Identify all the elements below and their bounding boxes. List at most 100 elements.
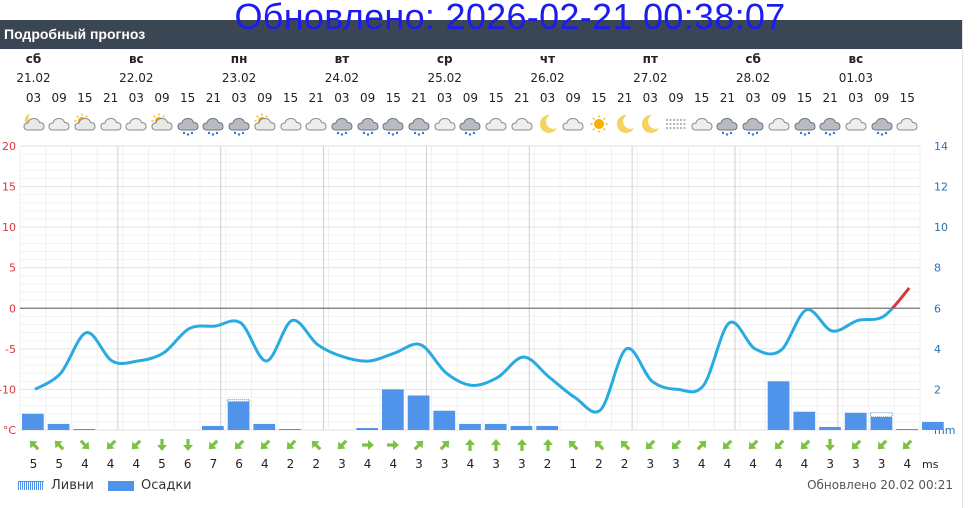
snow-icon: [176, 112, 200, 136]
temp-axis-tick: 20: [2, 140, 16, 153]
wind-speed: 2: [312, 457, 321, 471]
precip-bar: [433, 410, 456, 430]
wind-arrow-icon: [438, 437, 452, 451]
wind-speed: 4: [81, 457, 89, 471]
wind-arrow-icon: [566, 437, 580, 451]
hour-label: 09: [771, 91, 787, 105]
wind-speed: 6: [183, 457, 192, 471]
precip-bar: [73, 428, 96, 430]
wind-speed: 4: [363, 457, 372, 471]
wind-arrow-icon: [823, 437, 837, 451]
snow-icon: [227, 112, 251, 136]
cloudy-icon: [47, 112, 71, 136]
precip-bar: [484, 423, 507, 430]
hour-label: 15: [180, 91, 196, 105]
wind-speed: 3: [338, 457, 346, 471]
wind-arrow-icon: [309, 437, 323, 451]
hour-label: 15: [591, 91, 607, 105]
hour-label: 21: [102, 91, 119, 105]
hour-label: 09: [359, 91, 376, 105]
snow-icon: [715, 112, 739, 136]
snow-icon: [407, 112, 431, 136]
hour-label: 21: [411, 91, 427, 105]
sun-icon: [587, 112, 611, 136]
precip-bar: [844, 412, 867, 430]
temp-axis-tick: 0: [9, 302, 16, 315]
day-name: вт: [334, 52, 350, 66]
wind-arrow-icon: [232, 437, 246, 451]
snow-icon: [201, 112, 225, 136]
precip-swatch: [108, 480, 134, 491]
legend-showers: Ливни: [18, 478, 94, 493]
hour-label: 15: [385, 91, 401, 105]
wind-speed: 7: [209, 457, 218, 471]
wind-unit: ms: [922, 458, 939, 471]
wind-speed: 5: [55, 457, 64, 471]
day-date: 22.02: [119, 71, 154, 85]
wind-arrow-icon: [849, 437, 863, 451]
wind-speed: 4: [697, 457, 706, 471]
snow-icon: [793, 112, 817, 136]
snow-icon: [458, 112, 482, 136]
wind-arrow-icon: [155, 437, 169, 451]
precip-axis-tick: 8: [934, 262, 941, 275]
precip-bar: [510, 425, 533, 430]
wind-speed: 4: [132, 457, 141, 471]
wind-speed: 5: [29, 457, 38, 471]
wind-arrow-icon: [129, 437, 143, 451]
precip-bar: [227, 401, 250, 430]
day-date: 24.02: [324, 71, 360, 85]
wind-arrow-icon: [463, 437, 477, 451]
hour-label: 09: [565, 91, 581, 105]
wind-speed: 3: [826, 457, 835, 471]
wind-arrow-icon: [104, 437, 118, 451]
precip-bar: [870, 416, 893, 430]
partly-cloudy-icon: [253, 112, 277, 136]
update-timestamp-overlay: Обновлено: 2026-02-21 00:38:07: [234, 0, 786, 37]
wind-speed: 4: [260, 457, 269, 471]
wind-speed: 5: [158, 457, 166, 471]
wind-speed: 4: [106, 457, 115, 471]
cloudy-icon: [304, 112, 328, 136]
right-border: [962, 20, 963, 508]
hour-label: 09: [668, 91, 684, 105]
temp-axis-tick: -10: [0, 383, 16, 396]
cloudy-icon: [433, 112, 457, 136]
hour-label: 09: [51, 91, 67, 105]
wind-arrow-icon: [78, 437, 92, 451]
hour-label: 09: [257, 91, 273, 105]
showers-swatch: [18, 481, 44, 490]
wind-arrow-icon: [412, 437, 426, 451]
precip-bar: [922, 421, 944, 430]
precip-axis-tick: 14: [934, 140, 948, 153]
wind-speed: 2: [286, 457, 295, 471]
snow-icon: [870, 112, 894, 136]
updated-note: Обновлено 20.02 00:21: [807, 478, 953, 492]
cloudy-icon: [124, 112, 148, 136]
precip-bar: [382, 389, 404, 430]
precip-bar: [793, 411, 816, 430]
wind-speed: 2: [595, 457, 603, 471]
hour-label: 15: [899, 91, 915, 105]
hour-label: 15: [77, 91, 93, 105]
wind-speed: 4: [774, 457, 783, 471]
precip-bar: [767, 381, 790, 430]
precip-bar: [407, 395, 430, 430]
precip-bar: [202, 425, 224, 430]
precip-axis-tick: 10: [934, 221, 948, 234]
wind-arrow-icon: [900, 437, 914, 451]
hour-label: 21: [514, 91, 530, 105]
wind-arrow-icon: [875, 437, 889, 451]
precip-axis-tick: 2: [934, 383, 941, 396]
hour-label: 03: [25, 91, 42, 105]
day-date: 21.02: [16, 71, 51, 85]
wind-speed: 1: [569, 457, 578, 471]
day-name: сб: [25, 52, 42, 66]
wind-arrow-icon: [592, 437, 606, 451]
day-name: пн: [230, 52, 248, 66]
hour-label: 03: [539, 91, 556, 105]
day-name: ср: [436, 52, 453, 66]
hour-label: 21: [308, 91, 324, 105]
night-clear-icon: [536, 112, 560, 136]
legend-showers-label: Ливни: [51, 478, 94, 493]
